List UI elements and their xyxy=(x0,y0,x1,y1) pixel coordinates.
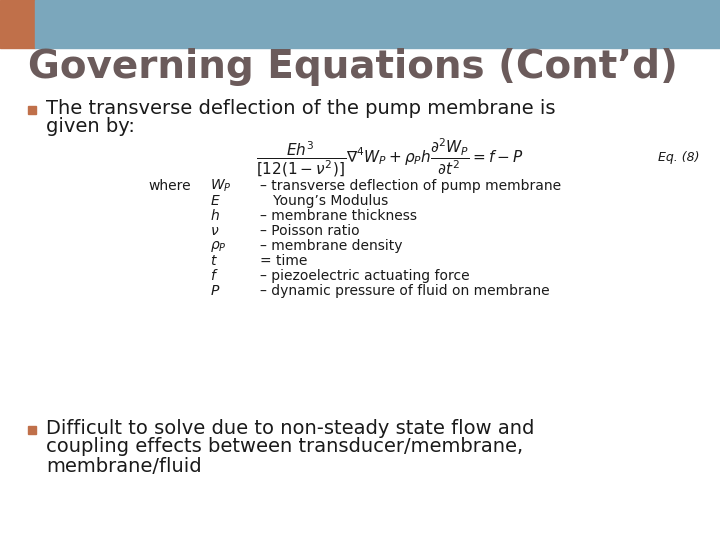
FancyBboxPatch shape xyxy=(28,426,36,434)
Text: $P$: $P$ xyxy=(210,284,220,298)
Text: $W_P$: $W_P$ xyxy=(210,178,232,194)
Text: Young’s Modulus: Young’s Modulus xyxy=(260,194,388,208)
Text: $E$: $E$ xyxy=(210,194,221,208)
Text: = time: = time xyxy=(260,254,307,268)
Text: – membrane density: – membrane density xyxy=(260,239,402,253)
FancyBboxPatch shape xyxy=(35,0,720,48)
Text: – dynamic pressure of fluid on membrane: – dynamic pressure of fluid on membrane xyxy=(260,284,549,298)
Text: – membrane thickness: – membrane thickness xyxy=(260,209,417,223)
Text: – Poisson ratio: – Poisson ratio xyxy=(260,224,359,238)
Text: where: where xyxy=(148,179,191,193)
Text: membrane/fluid: membrane/fluid xyxy=(46,456,202,476)
Text: Difficult to solve due to non-steady state flow and: Difficult to solve due to non-steady sta… xyxy=(46,418,534,437)
Text: $\rho_P$: $\rho_P$ xyxy=(210,239,227,253)
FancyBboxPatch shape xyxy=(0,0,35,48)
Text: coupling effects between transducer/membrane,: coupling effects between transducer/memb… xyxy=(46,437,523,456)
Text: – transverse deflection of pump membrane: – transverse deflection of pump membrane xyxy=(260,179,561,193)
Text: $t$: $t$ xyxy=(210,254,218,268)
Text: $\dfrac{Eh^3}{[12(1-\nu^2)]} \nabla^4 W_P + \rho_P h \dfrac{\partial^2 W_P}{\par: $\dfrac{Eh^3}{[12(1-\nu^2)]} \nabla^4 W_… xyxy=(256,137,524,179)
Text: The transverse deflection of the pump membrane is: The transverse deflection of the pump me… xyxy=(46,98,556,118)
Text: $\nu$: $\nu$ xyxy=(210,224,220,238)
Text: Eq. (8): Eq. (8) xyxy=(658,152,700,165)
Text: $h$: $h$ xyxy=(210,208,220,224)
Text: given by:: given by: xyxy=(46,118,135,137)
Text: – piezoelectric actuating force: – piezoelectric actuating force xyxy=(260,269,469,283)
Text: Governing Equations (Cont’d): Governing Equations (Cont’d) xyxy=(28,48,678,86)
FancyBboxPatch shape xyxy=(28,106,36,114)
Text: $f$: $f$ xyxy=(210,268,219,284)
